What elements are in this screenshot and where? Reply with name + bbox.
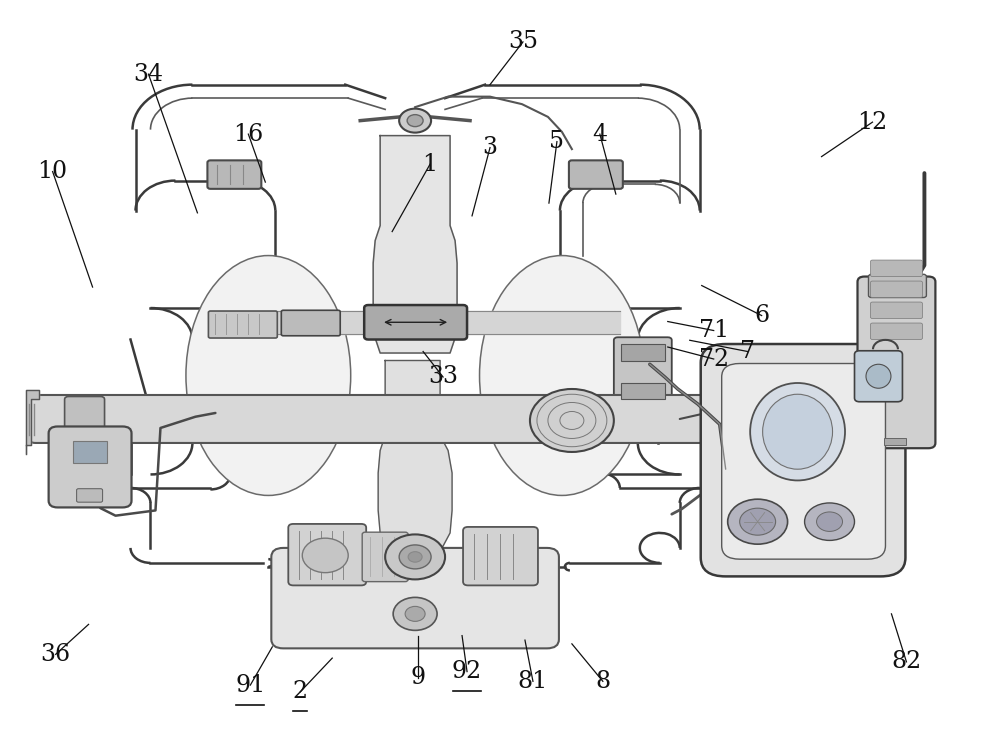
- Bar: [621, 383, 665, 400]
- Circle shape: [805, 503, 855, 541]
- FancyBboxPatch shape: [734, 397, 774, 446]
- Text: 33: 33: [428, 366, 458, 388]
- Text: 3: 3: [483, 136, 498, 159]
- FancyBboxPatch shape: [288, 524, 366, 585]
- FancyBboxPatch shape: [868, 274, 926, 297]
- Circle shape: [407, 115, 423, 127]
- Circle shape: [302, 538, 348, 573]
- Text: 81: 81: [518, 670, 548, 693]
- Text: 91: 91: [235, 674, 265, 697]
- Text: 36: 36: [41, 643, 71, 666]
- FancyBboxPatch shape: [463, 527, 538, 585]
- FancyBboxPatch shape: [569, 161, 623, 189]
- Circle shape: [393, 597, 437, 630]
- Polygon shape: [378, 360, 452, 552]
- FancyBboxPatch shape: [870, 302, 922, 318]
- Text: 6: 6: [754, 304, 769, 327]
- Circle shape: [399, 545, 431, 569]
- FancyBboxPatch shape: [271, 548, 559, 648]
- Text: 35: 35: [508, 31, 538, 53]
- Circle shape: [530, 389, 614, 452]
- Text: 5: 5: [549, 130, 564, 153]
- Text: 2: 2: [293, 680, 308, 704]
- Circle shape: [728, 499, 788, 544]
- FancyBboxPatch shape: [364, 305, 467, 339]
- Circle shape: [740, 508, 776, 535]
- Bar: [621, 344, 665, 360]
- FancyBboxPatch shape: [208, 311, 277, 338]
- Circle shape: [405, 606, 425, 621]
- FancyBboxPatch shape: [614, 337, 672, 407]
- FancyBboxPatch shape: [49, 427, 132, 508]
- FancyBboxPatch shape: [772, 401, 806, 442]
- Bar: [884, 438, 906, 445]
- Circle shape: [408, 552, 422, 562]
- Text: 4: 4: [592, 122, 607, 146]
- FancyBboxPatch shape: [207, 161, 261, 189]
- Ellipse shape: [186, 255, 351, 496]
- Polygon shape: [373, 136, 457, 353]
- Text: 92: 92: [452, 660, 482, 683]
- FancyBboxPatch shape: [362, 532, 408, 581]
- FancyBboxPatch shape: [858, 276, 935, 448]
- FancyBboxPatch shape: [870, 323, 922, 339]
- Text: 82: 82: [891, 650, 922, 674]
- Text: 71: 71: [699, 319, 729, 342]
- FancyBboxPatch shape: [870, 281, 922, 297]
- Text: 9: 9: [411, 666, 426, 689]
- Text: 12: 12: [857, 110, 888, 134]
- Text: 8: 8: [595, 670, 610, 693]
- Text: 10: 10: [38, 160, 68, 183]
- FancyBboxPatch shape: [855, 351, 902, 402]
- Ellipse shape: [866, 364, 891, 388]
- FancyBboxPatch shape: [28, 395, 823, 443]
- FancyBboxPatch shape: [65, 397, 105, 446]
- Bar: [73, 441, 107, 463]
- Circle shape: [385, 535, 445, 579]
- Ellipse shape: [763, 394, 833, 469]
- FancyBboxPatch shape: [722, 363, 885, 559]
- Text: 16: 16: [233, 122, 263, 146]
- Text: 7: 7: [740, 340, 755, 363]
- Ellipse shape: [480, 255, 644, 496]
- Text: 72: 72: [699, 348, 729, 370]
- FancyBboxPatch shape: [77, 489, 103, 502]
- FancyBboxPatch shape: [870, 260, 922, 276]
- Text: 34: 34: [133, 62, 164, 86]
- Ellipse shape: [750, 383, 845, 481]
- Circle shape: [817, 512, 843, 532]
- Text: 1: 1: [423, 152, 438, 176]
- Polygon shape: [26, 391, 39, 454]
- Circle shape: [399, 109, 431, 133]
- FancyBboxPatch shape: [281, 310, 340, 336]
- FancyBboxPatch shape: [701, 344, 905, 577]
